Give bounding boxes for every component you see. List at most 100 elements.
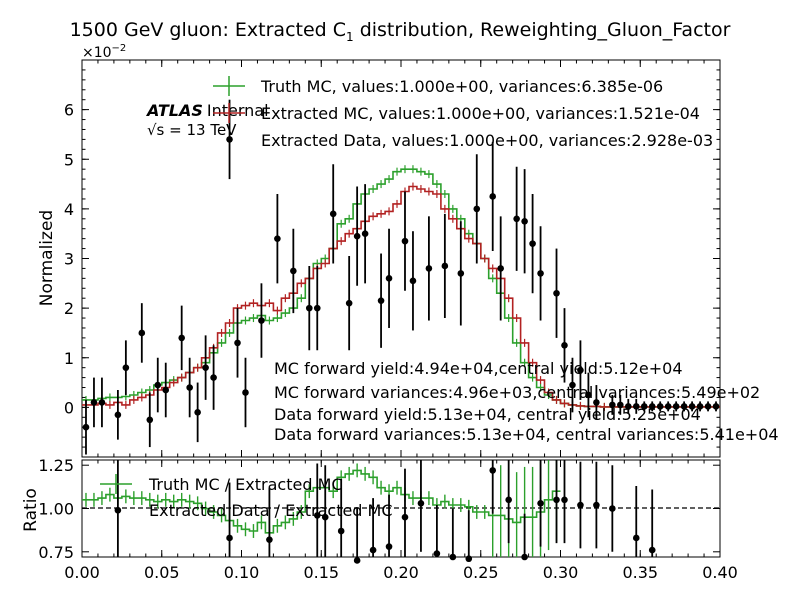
- data-point: [537, 270, 544, 277]
- data-point: [329, 210, 337, 218]
- ratio-data-point: [537, 500, 544, 507]
- data-point: [593, 399, 600, 406]
- ratio-data-point: [321, 513, 329, 521]
- truth-over-extracted-histogram: [82, 469, 561, 534]
- y-tick-label: 0: [64, 398, 74, 417]
- x-tick-label: 0.20: [383, 563, 419, 582]
- ratio-data-point: [433, 550, 441, 557]
- data-point: [178, 334, 185, 342]
- ratio-y-axis-label: Ratio: [21, 488, 41, 532]
- data-point: [194, 409, 201, 416]
- legend-extracted-mc: Extracted MC, values:1.000e+00, variance…: [261, 104, 700, 123]
- data-point: [154, 381, 162, 389]
- ratio-data-point: [593, 501, 600, 509]
- data-point: [210, 374, 217, 381]
- annotation-data-variances: Data forward variances:5.13e+04, central…: [274, 425, 779, 444]
- data-point: [186, 384, 193, 391]
- ratio-data-point: [561, 496, 568, 504]
- ratio-data-point: [266, 536, 273, 543]
- ratio-data-point: [648, 546, 656, 554]
- ratio-data-point: [609, 505, 616, 512]
- legend-extracted-data: Extracted Data, values:1.000e+00, varian…: [261, 131, 713, 150]
- ratio-legend: Truth MC / Extracted MC Extracted Data /…: [100, 474, 393, 520]
- main-data-points: [82, 99, 720, 455]
- data-point: [242, 389, 249, 396]
- legend-truth-mc: Truth MC, values:1.000e+00, variances:6.…: [260, 77, 663, 96]
- data-point: [313, 304, 321, 312]
- data-point: [617, 401, 624, 409]
- data-point: [704, 403, 712, 410]
- ratio-data-point: [385, 543, 393, 550]
- ratio-data-point: [369, 546, 377, 554]
- x-tick-label: 0.10: [224, 563, 260, 582]
- data-point: [98, 399, 106, 406]
- data-point: [521, 217, 528, 225]
- data-point: [569, 381, 576, 389]
- data-point: [377, 297, 385, 304]
- x-tick-label: 0.30: [543, 563, 579, 582]
- ratio-data-point: [401, 513, 409, 521]
- ratio-data-point: [417, 500, 425, 507]
- data-point: [162, 386, 170, 394]
- ratio-data-point: [632, 534, 640, 542]
- data-point: [114, 411, 122, 419]
- data-point: [688, 403, 696, 410]
- main-legend: Truth MC, values:1.000e+00, variances:6.…: [213, 76, 713, 150]
- data-point: [122, 364, 130, 371]
- data-point: [361, 230, 369, 237]
- data-point: [497, 265, 504, 272]
- ratio-data-point: [449, 553, 457, 561]
- data-point: [648, 403, 656, 410]
- ratio-data-point: [465, 555, 473, 563]
- y-multiplier: ×10−2: [82, 43, 126, 61]
- annotation-data-yield: Data forward yield:5.13e+04, central yie…: [274, 405, 701, 424]
- yield-annotations: MC forward yield:4.94e+04,central yield:…: [274, 359, 779, 444]
- x-tick-label: 0.25: [463, 563, 499, 582]
- x-tick-label: 0.40: [702, 563, 738, 582]
- data-point: [672, 403, 680, 410]
- data-point: [401, 237, 409, 245]
- data-point: [624, 403, 632, 410]
- data-point: [353, 232, 361, 240]
- data-point: [664, 403, 672, 410]
- data-point: [258, 317, 265, 324]
- annotation-mc-yield: MC forward yield:4.94e+04,central yield:…: [274, 359, 683, 378]
- chart-title: 1500 GeV gluon: Extracted C1 distributio…: [70, 19, 731, 44]
- y-tick-label: 6: [64, 101, 74, 120]
- data-point: [577, 366, 584, 374]
- ratio-data-point: [226, 534, 233, 542]
- data-point: [441, 262, 449, 270]
- legend-ratio-data: Extracted Data / Extracted MC: [149, 501, 393, 520]
- data-point: [274, 235, 281, 242]
- data-point: [226, 136, 233, 143]
- data-point: [489, 193, 497, 200]
- data-point: [305, 304, 313, 312]
- data-point: [457, 270, 465, 277]
- data-point: [409, 277, 417, 285]
- data-point: [632, 403, 640, 410]
- data-point: [585, 391, 592, 399]
- x-tick-label: 0.15: [303, 563, 339, 582]
- y-tick-label: 1: [64, 349, 74, 368]
- ratio-y-tick-label: 1.00: [38, 500, 74, 519]
- data-point: [425, 265, 433, 272]
- x-tick-label: 0.00: [64, 563, 100, 582]
- y-tick-label: 4: [64, 200, 74, 219]
- data-point: [680, 403, 688, 410]
- ratio-data-point: [353, 557, 361, 564]
- y-axis-label: Normalized: [37, 210, 57, 306]
- data-point: [553, 289, 560, 297]
- ratio-data-point: [553, 496, 560, 504]
- main-y-axis: 0 1 2 3 4 5 6: [64, 59, 721, 458]
- data-point: [202, 364, 209, 371]
- data-point: [513, 215, 520, 223]
- atlas-label: ATLAS Internal: [145, 101, 269, 120]
- ratio-data-point: [521, 553, 528, 561]
- ratio-data-point: [489, 467, 497, 474]
- y-tick-label: 3: [64, 250, 74, 269]
- data-point: [385, 275, 393, 282]
- data-point: [138, 329, 146, 337]
- y-tick-label: 2: [64, 299, 74, 318]
- ratio-y-tick-label: 0.75: [38, 543, 74, 562]
